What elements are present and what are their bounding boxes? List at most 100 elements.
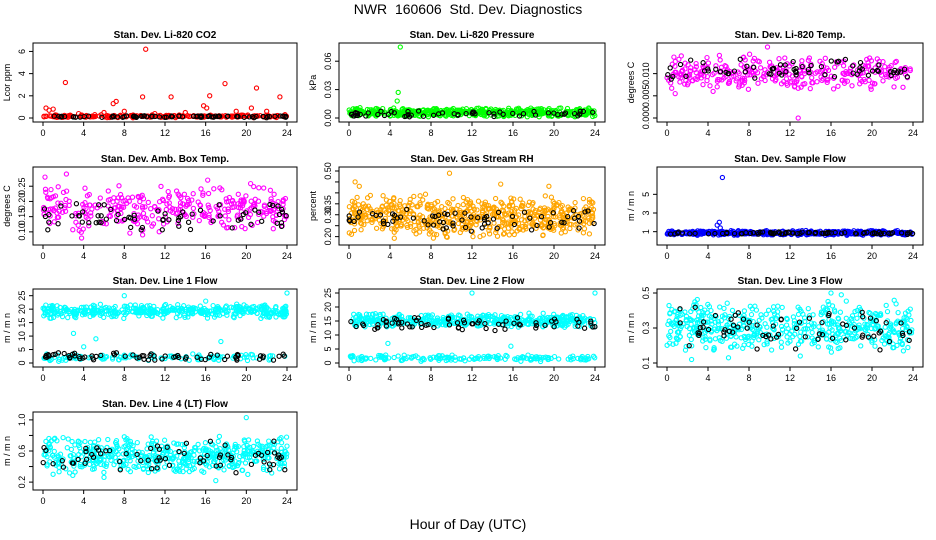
data-point (275, 203, 281, 209)
data-point (59, 313, 66, 320)
data-point (867, 315, 874, 321)
data-point (109, 114, 115, 120)
data-point (391, 235, 397, 241)
data-point (575, 213, 582, 220)
data-point (103, 216, 109, 222)
data-point (719, 77, 725, 83)
data-point (404, 321, 411, 327)
data-point (162, 355, 168, 362)
data-point (473, 222, 479, 228)
data-point (884, 308, 891, 315)
data-point (186, 306, 192, 312)
data-point (739, 231, 745, 237)
data-point (219, 219, 225, 225)
data-point (469, 208, 475, 214)
data-point (369, 211, 376, 217)
data-point (372, 311, 379, 317)
x-tick-label: 12 (160, 373, 170, 383)
data-point (837, 309, 844, 315)
data-point (805, 57, 812, 63)
data-point (811, 321, 817, 327)
data-point (444, 234, 450, 240)
data-point (464, 311, 470, 317)
data-point (410, 215, 417, 221)
data-point (856, 304, 862, 311)
x-tick-label: 12 (785, 251, 795, 261)
data-point (113, 313, 119, 319)
y-tick-label: 0.15 (17, 208, 27, 226)
data-point (482, 320, 488, 327)
data-point (498, 199, 504, 205)
data-point (58, 114, 64, 120)
data-point (820, 310, 826, 316)
data-point (728, 333, 734, 340)
data-point (105, 197, 112, 203)
data-point (724, 229, 730, 236)
data-point (544, 317, 550, 323)
data-point (458, 356, 464, 362)
data-point (92, 202, 98, 208)
data-point (130, 352, 136, 358)
data-point (417, 200, 423, 206)
data-point (679, 230, 686, 236)
data-point (72, 306, 78, 313)
y-tick-label: 0.06 (323, 52, 333, 70)
data-point (561, 220, 567, 226)
data-point (222, 206, 228, 212)
data-point (411, 228, 417, 234)
data-point (164, 309, 171, 316)
data-point (166, 194, 172, 201)
data-point (898, 320, 904, 326)
data-point (714, 222, 720, 228)
x-tick-label: 16 (201, 373, 211, 383)
data-point (875, 323, 881, 329)
data-point (404, 206, 410, 213)
data-point (206, 354, 213, 360)
panel-title: Stan. Dev. Li-820 CO2 (114, 30, 217, 41)
data-point (672, 90, 678, 97)
x-tick-label: 16 (508, 128, 518, 138)
data-point (262, 302, 268, 308)
x-tick-label: 4 (705, 373, 710, 383)
data-point (176, 193, 182, 199)
data-point (530, 222, 537, 228)
data-point (703, 344, 709, 351)
data-point (745, 72, 751, 78)
data-point (210, 302, 216, 309)
data-point (475, 198, 482, 204)
x-tick-label: 8 (428, 128, 433, 138)
data-point (256, 209, 262, 215)
data-point (742, 69, 748, 75)
data-point (688, 336, 694, 343)
data-point (696, 332, 702, 339)
data-point (705, 60, 712, 66)
data-point (461, 320, 468, 326)
data-point (517, 196, 523, 202)
data-point (138, 227, 144, 233)
data-point (187, 226, 194, 233)
data-point (169, 205, 176, 212)
data-point (766, 71, 772, 77)
data-point (847, 335, 854, 342)
data-point (475, 353, 482, 360)
data-point (90, 310, 96, 317)
y-tick-label: 25 (17, 291, 27, 301)
data-point (539, 221, 545, 228)
data-point (828, 58, 834, 64)
data-point (900, 332, 906, 339)
data-point (399, 325, 405, 331)
data-point (716, 52, 723, 59)
y-tick-label: 0.10 (17, 223, 27, 241)
data-point (717, 337, 723, 344)
data-point (754, 70, 761, 76)
data-point (214, 352, 220, 358)
data-point (842, 230, 848, 236)
data-point (93, 220, 99, 226)
data-point (116, 183, 122, 189)
data-point (62, 79, 69, 86)
data-point (878, 312, 884, 318)
data-point (537, 206, 543, 213)
data-point (169, 113, 176, 120)
data-point (561, 111, 567, 117)
